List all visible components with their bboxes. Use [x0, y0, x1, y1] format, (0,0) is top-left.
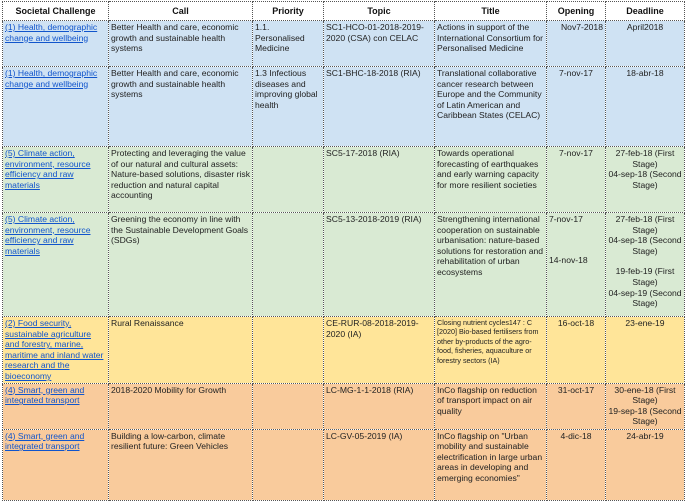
deadline-first-stage: 30-ene-18 (First Stage) — [614, 384, 676, 406]
opening-second: 14-nov-18 — [549, 254, 588, 265]
opening-cell: 7-nov-17 — [546, 66, 606, 147]
topic-cell: SC1-HCO-01-2018-2019-2020 (CSA) con CELA… — [323, 20, 435, 67]
opening-cell: 7-nov-17 14-nov-18 — [546, 212, 606, 317]
challenge-cell: (2) Food security, sustainable agricultu… — [2, 316, 109, 384]
challenge-link[interactable]: (1) Health, demographic change and wellb… — [5, 22, 98, 43]
call-cell: Protecting and leveraging the value of o… — [108, 146, 253, 213]
deadline-cell: 27-feb-18 (First Stage) 04-sep-18 (Secon… — [605, 146, 685, 213]
title-cell: Towards operational forecasting of earth… — [434, 146, 547, 213]
deadline-cell: 23-ene-19 — [605, 316, 685, 384]
challenge-link[interactable]: (5) Climate action, environment, resourc… — [5, 214, 91, 256]
priority-cell — [252, 428, 324, 501]
challenge-cell: (1) Health, demographic change and wellb… — [2, 66, 109, 147]
call-cell: 2018-2020 Mobility for Growth — [108, 382, 253, 430]
challenge-cell: (4) Smart, green and integrated transpor… — [2, 428, 109, 501]
deadline-second-stage: 04-sep-18 (Second Stage) — [608, 235, 682, 256]
opening-value: Nov7-2018 — [560, 22, 603, 32]
challenge-link[interactable]: (1) Health, demographic change and wellb… — [5, 68, 98, 89]
challenge-cell: (4) Smart, green and integrated transpor… — [2, 382, 109, 430]
title-cell: InCo flagship on "Urban mobility and sus… — [434, 428, 547, 501]
table-row: (5) Climate action, environment, resourc… — [2, 146, 685, 213]
topic-cell: LC-MG-1-1-2018 (RIA) — [323, 382, 435, 430]
title-cell: InCo flagship on reduction of transport … — [434, 382, 547, 430]
header-opening: Opening — [546, 1, 606, 21]
priority-cell — [252, 146, 324, 213]
header-topic: Topic — [323, 1, 435, 21]
priority-cell: 1.1. Personalised Medicine — [252, 20, 324, 67]
deadline-first-stage: 27-feb-18 (First Stage) — [615, 214, 675, 235]
deadline-first-stage: 27-feb-18 (First Stage) — [615, 148, 675, 169]
header-title: Title — [434, 1, 547, 21]
opening-cell: 4-dic-18 — [546, 428, 606, 501]
challenge-link[interactable]: (5) Climate action, environment, resourc… — [5, 148, 91, 190]
deadline-second-stage: 04-sep-18 (Second Stage) — [608, 169, 682, 190]
opening-first: 7-nov-17 — [549, 214, 583, 224]
priority-cell — [252, 212, 324, 317]
deadline-cell: 24-abr-19 — [605, 428, 685, 501]
call-cell: Better Health and care, economic growth … — [108, 20, 253, 67]
topic-cell: SC5-17-2018 (RIA) — [323, 146, 435, 213]
title-cell: Actions in support of the International … — [434, 20, 547, 67]
deadline-second-stage: 19-sep-18 (Second Stage) — [608, 405, 682, 427]
table-row: (1) Health, demographic change and wellb… — [2, 20, 685, 67]
opening-cell: 16-oct-18 — [546, 316, 606, 384]
call-cell: Greening the economy in line with the Su… — [108, 212, 253, 317]
priority-cell: 1.3 Infectious diseases and improving gl… — [252, 66, 324, 147]
table-row: (4) Smart, green and integrated transpor… — [2, 382, 685, 430]
deadline-first-stage: 19-feb-19 (First Stage) — [615, 266, 675, 287]
deadline-second-stage: 04-sep-19 (Second Stage) — [608, 287, 682, 309]
table-row: (4) Smart, green and integrated transpor… — [2, 428, 685, 501]
opening-cell: 7-nov-17 — [546, 146, 606, 213]
deadline-cell: 18-abr-18 — [605, 66, 685, 147]
priority-cell — [252, 382, 324, 430]
challenge-cell: (5) Climate action, environment, resourc… — [2, 146, 109, 213]
call-cell: Building a low-carbon, climate resilient… — [108, 428, 253, 501]
call-cell: Rural Renaissance — [108, 316, 253, 384]
opening-cell: Nov7-2018 — [546, 20, 606, 67]
challenge-cell: (1) Health, demographic change and wellb… — [2, 20, 109, 67]
deadline-cell: 27-feb-18 (First Stage) 04-sep-18 (Secon… — [605, 212, 685, 317]
challenge-link[interactable]: (4) Smart, green and integrated transpor… — [5, 384, 85, 406]
title-cell: Closing nutrient cycles147 : C [2020] Bi… — [434, 316, 547, 384]
header-deadline: Deadline — [605, 1, 685, 21]
topic-cell: CE-RUR-08-2018-2019-2020 (IA) — [323, 316, 435, 384]
priority-cell — [252, 316, 324, 384]
header-challenge: Societal Challenge — [2, 1, 109, 21]
opening-cell: 31-oct-17 — [546, 382, 606, 430]
header-row: Societal Challenge Call Priority Topic T… — [2, 1, 685, 21]
topic-cell: LC-GV-05-2019 (IA) — [323, 428, 435, 501]
topic-cell: SC5-13-2018-2019 (RIA) — [323, 212, 435, 317]
header-priority: Priority — [252, 1, 324, 21]
table-row: (1) Health, demographic change and wellb… — [2, 66, 685, 147]
table-row: (5) Climate action, environment, resourc… — [2, 212, 685, 317]
title-cell: Translational collaborative cancer resea… — [434, 66, 547, 147]
table-row: (2) Food security, sustainable agricultu… — [2, 316, 685, 384]
header-call: Call — [108, 1, 253, 21]
call-cell: Better Health and care, economic growth … — [108, 66, 253, 147]
challenge-link[interactable]: (4) Smart, green and integrated transpor… — [5, 430, 85, 452]
topic-cell: SC1-BHC-18-2018 (RIA) — [323, 66, 435, 147]
deadline-cell: April2018 — [605, 20, 685, 67]
title-cell: Strengthening international cooperation … — [434, 212, 547, 317]
challenge-link[interactable]: (2) Food security, sustainable agricultu… — [5, 318, 104, 381]
deadline-cell: 30-ene-18 (First Stage) 19-sep-18 (Secon… — [605, 382, 685, 430]
challenge-cell: (5) Climate action, environment, resourc… — [2, 212, 109, 317]
